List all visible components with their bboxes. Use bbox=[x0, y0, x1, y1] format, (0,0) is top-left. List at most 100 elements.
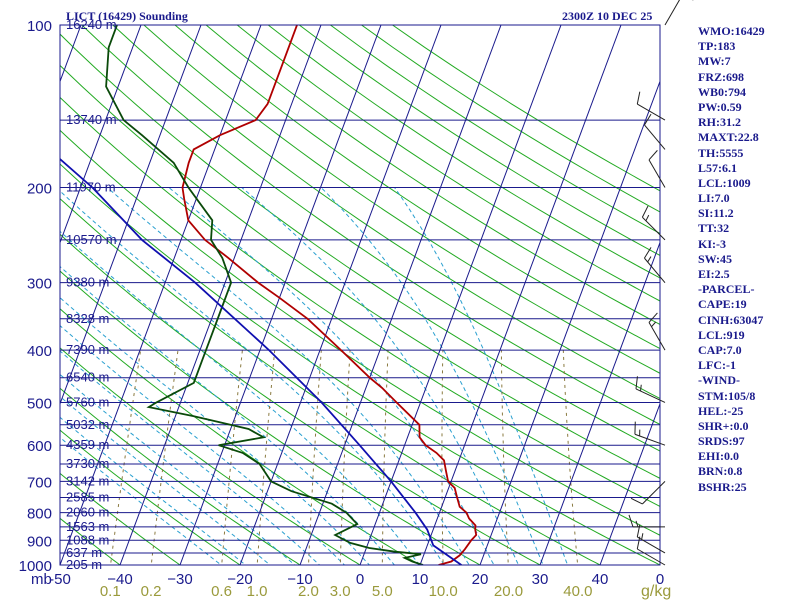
dry-adiabat bbox=[205, 25, 660, 326]
height-label: 9380 m bbox=[66, 275, 109, 290]
dry-adiabat bbox=[60, 233, 542, 565]
mixing-ratio-lines bbox=[109, 350, 579, 565]
wind-barb-flag bbox=[644, 247, 652, 259]
pressure-tick-label: 300 bbox=[27, 276, 52, 293]
index-item: SRDS:97 bbox=[698, 434, 745, 449]
index-item: -PARCEL- bbox=[698, 282, 755, 297]
wind-barb-flag bbox=[636, 91, 641, 105]
height-label: 1088 m bbox=[66, 532, 109, 547]
pressure-tick-label: 700 bbox=[27, 474, 52, 491]
isotherm-line bbox=[359, 25, 562, 565]
mixing-ratio-line bbox=[381, 350, 389, 565]
dry-adiabat bbox=[174, 25, 660, 350]
height-label: 205 m bbox=[66, 557, 102, 572]
index-item: KI:-3 bbox=[698, 236, 726, 251]
wind-barb-flag bbox=[635, 376, 638, 389]
height-label: 11970 m bbox=[66, 180, 116, 195]
moist-adiabat bbox=[60, 395, 271, 565]
moist-adiabat bbox=[107, 187, 470, 565]
mixing-ratio-line bbox=[256, 350, 276, 565]
temperature-tick-label: -50 bbox=[49, 571, 71, 588]
height-label: 3730 m bbox=[66, 456, 109, 471]
index-item: LI:7.0 bbox=[698, 191, 730, 206]
temperature-tick-label: 20 bbox=[472, 571, 489, 588]
sounding-traces bbox=[60, 25, 478, 565]
moist-adiabat bbox=[60, 190, 445, 565]
dry-adiabat bbox=[112, 25, 660, 400]
wind-barb-half-flag bbox=[651, 321, 657, 328]
pressure-tick-label: 500 bbox=[27, 395, 52, 412]
index-item: MAXT:22.8 bbox=[698, 130, 759, 145]
wind-barb bbox=[635, 376, 666, 403]
dry-adiabat bbox=[60, 64, 660, 479]
station-title: LICT (16429) Sounding bbox=[66, 9, 188, 23]
pressure-tick-label: 800 bbox=[27, 506, 52, 523]
mixing-ratio-line bbox=[562, 350, 579, 565]
dry-adiabat bbox=[81, 25, 660, 426]
wind-barb-half-flag bbox=[647, 256, 652, 263]
isotherm-line bbox=[179, 25, 382, 565]
wind-barb-half-flag bbox=[635, 520, 639, 528]
index-item: FRZ:698 bbox=[698, 69, 744, 84]
index-item: LCL:919 bbox=[698, 327, 745, 342]
temperature-tick-label: −20 bbox=[227, 571, 252, 588]
mixing-ratio-line bbox=[441, 350, 444, 565]
index-item: TH:5555 bbox=[698, 145, 744, 160]
index-item: RH:31.2 bbox=[698, 115, 741, 130]
dry-adiabat bbox=[267, 25, 660, 279]
wind-barb-staff bbox=[648, 322, 666, 351]
isotherm-line bbox=[60, 25, 202, 406]
wind-barb-flag bbox=[648, 312, 658, 323]
mixing-ratio-label: 0.1 bbox=[100, 583, 121, 600]
index-item: PW:0.59 bbox=[698, 99, 742, 114]
index-item: WB0:794 bbox=[698, 84, 746, 99]
isotherm-line bbox=[539, 241, 660, 565]
dry-adiabat bbox=[236, 25, 660, 302]
mixing-ratio-label: 40.0 bbox=[563, 583, 592, 600]
wind-barb-staff bbox=[637, 103, 666, 121]
height-label: 5032 m bbox=[66, 417, 109, 432]
dry-adiabat bbox=[60, 163, 660, 565]
wind-barb-staff bbox=[664, 0, 681, 26]
isotherm-line bbox=[119, 25, 322, 565]
height-label: 10570 m bbox=[66, 232, 117, 247]
height-label: 5760 m bbox=[66, 394, 109, 409]
temperature-tick-labels: -50 −40 −30 −20 −10 0 10 20 30 40 0 bbox=[49, 571, 664, 588]
wind-barb bbox=[636, 91, 666, 121]
index-item: LCL:1009 bbox=[698, 175, 751, 190]
parcel-trace bbox=[60, 157, 462, 565]
dry-adiabat bbox=[298, 25, 660, 257]
temperature-tick-label: 0 bbox=[356, 571, 364, 588]
index-item: SI:11.2 bbox=[698, 206, 734, 221]
pressure-unit-label: mb bbox=[31, 571, 52, 588]
moist-adiabat bbox=[60, 436, 223, 565]
wind-barb bbox=[644, 247, 666, 283]
moist-adiabat bbox=[60, 265, 396, 565]
wind-barb-half-flag bbox=[641, 533, 644, 540]
index-item: EI:2.5 bbox=[698, 267, 730, 281]
index-item: EHI:0.0 bbox=[698, 449, 740, 464]
wind-barb-flag bbox=[628, 514, 634, 528]
moist-adiabat bbox=[60, 416, 247, 565]
index-item: CAPE:19 bbox=[698, 297, 747, 312]
mixing-ratio-label: 0.2 bbox=[141, 583, 162, 600]
height-label: 2585 m bbox=[66, 490, 109, 505]
height-label: 1563 m bbox=[66, 519, 109, 534]
pressure-tick-label: 100 bbox=[27, 18, 52, 35]
index-item: BSHR:25 bbox=[698, 479, 747, 494]
temperature-trace bbox=[181, 25, 478, 565]
mixing-ratio-line bbox=[307, 350, 322, 565]
temperature-tick-label: 10 bbox=[412, 571, 429, 588]
wind-barbs bbox=[628, 0, 694, 566]
wind-barb-staff bbox=[635, 388, 666, 403]
height-label: 4359 m bbox=[66, 437, 109, 452]
index-item: TT:32 bbox=[698, 221, 730, 236]
wind-barb-staff bbox=[642, 216, 666, 241]
mixing-ratio-label: 10.0 bbox=[429, 583, 458, 600]
isotherm-line bbox=[60, 25, 262, 565]
pressure-tick-label: 900 bbox=[27, 533, 52, 550]
mixing-ratio-label: 2.0 bbox=[298, 583, 319, 600]
isotherm-line bbox=[479, 79, 660, 565]
height-label: 637 m bbox=[66, 545, 102, 560]
